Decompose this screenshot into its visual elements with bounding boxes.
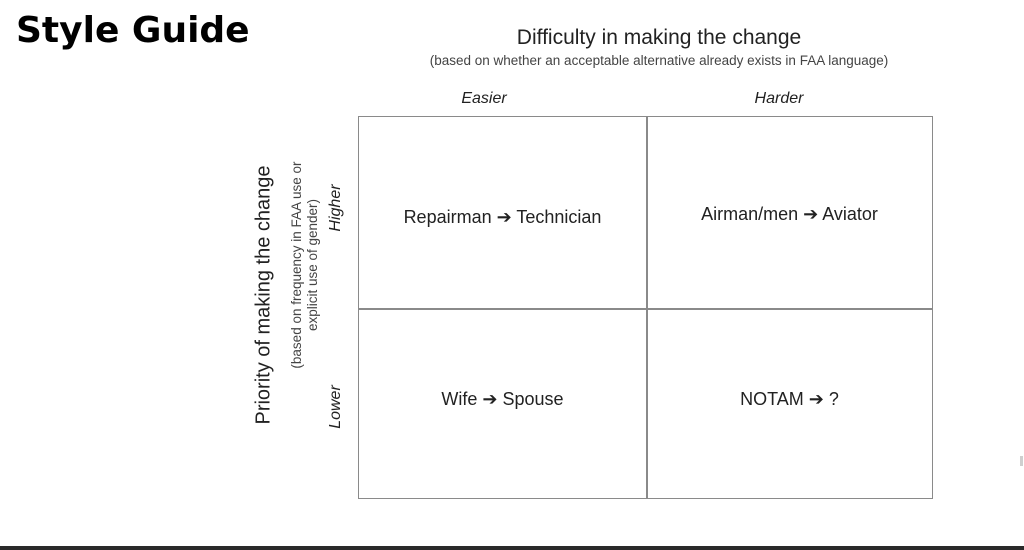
x-axis-title: Difficulty in making the change — [516, 26, 802, 49]
column-label-easier: Easier — [461, 90, 507, 107]
quadrant-grid: Repairman ➔ Technician Airman/men ➔ Avia… — [358, 116, 933, 499]
grid-vertical-divider — [646, 117, 648, 498]
y-axis-title: Priority of making the change — [252, 165, 275, 425]
y-axis-subtitle: (based on frequency in FAA use or explic… — [289, 161, 320, 369]
bottom-bar — [0, 546, 1024, 550]
column-label-harder: Harder — [754, 90, 804, 107]
cell-higher-harder: Airman/men ➔ Aviator — [701, 204, 878, 224]
row-label-lower: Lower — [327, 385, 344, 429]
row-label-higher: Higher — [327, 184, 344, 232]
slide-title: Style Guide — [16, 10, 250, 51]
cell-higher-easier: Repairman ➔ Technician — [403, 207, 602, 227]
cell-lower-easier: Wife ➔ Spouse — [441, 389, 564, 409]
grid-horizontal-divider — [359, 308, 932, 310]
x-axis-subtitle: (based on whether an acceptable alternat… — [429, 53, 889, 68]
cell-lower-harder: NOTAM ➔ ? — [740, 389, 839, 409]
edge-mark — [1020, 456, 1023, 466]
